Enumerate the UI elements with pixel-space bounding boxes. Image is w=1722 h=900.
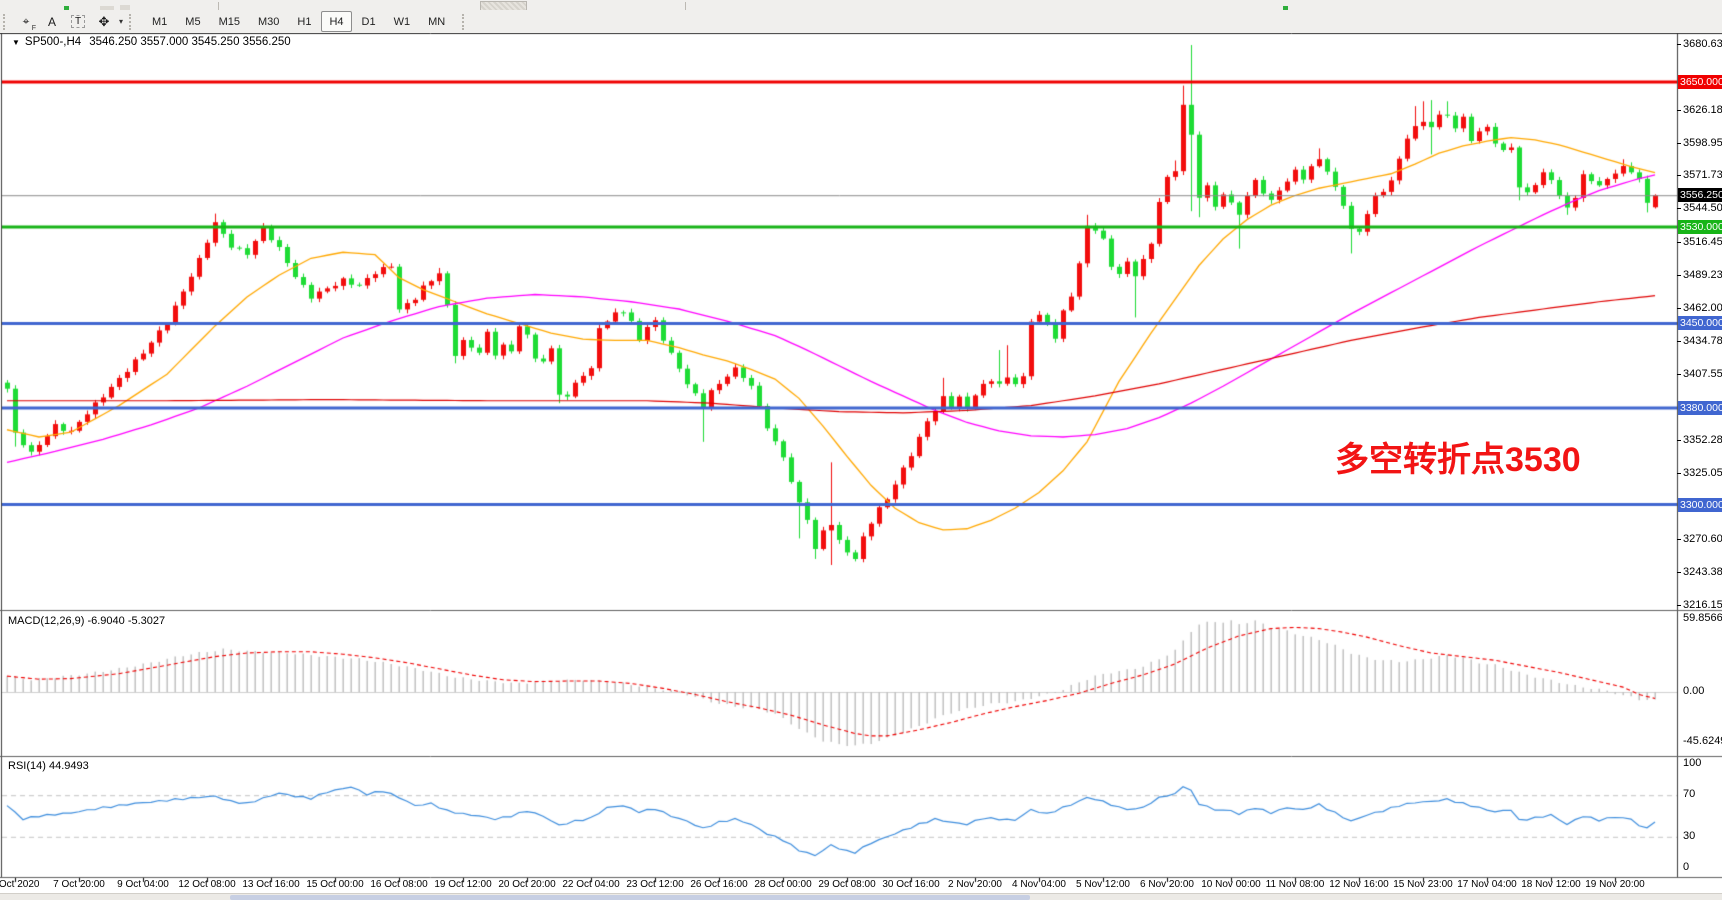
price-tick-label: 3571.730 xyxy=(1677,169,1722,181)
indicator-axis-label: 0 xyxy=(1683,861,1690,873)
time-axis-label: 29 Oct 08:00 xyxy=(818,879,876,890)
crosshair-icon[interactable]: ⌖ F xyxy=(14,11,38,32)
time-axis-label: 6 Oct 2020 xyxy=(0,879,40,890)
time-axis-label: 12 Nov 16:00 xyxy=(1329,879,1389,890)
toolbar-separator xyxy=(218,2,219,10)
time-axis-label: 28 Oct 00:00 xyxy=(754,879,812,890)
price-tick-label: 3462.005 xyxy=(1677,302,1722,314)
price-tick-label: 3680.630 xyxy=(1677,38,1722,50)
time-axis-label: 4 Nov 04:00 xyxy=(1012,879,1066,890)
time-axis-label: 2 Nov 20:00 xyxy=(948,879,1002,890)
time-axis-label: 16 Oct 08:00 xyxy=(370,879,428,890)
crosshair-icon: ⌖ xyxy=(22,14,30,28)
price-tick-label: 3270.605 xyxy=(1677,533,1722,545)
price-tick-label: 3243.380 xyxy=(1677,566,1722,578)
chart-canvas[interactable] xyxy=(0,33,1722,900)
drawing-tools-group: ⌖ F A T ✥ ▾ xyxy=(13,11,124,33)
price-tick-label: 3626.180 xyxy=(1677,104,1722,116)
time-axis-label: 18 Nov 12:00 xyxy=(1521,879,1581,890)
subscript-label: F xyxy=(31,25,36,32)
macd-indicator-label: MACD(12,26,9) -6.9040 -5.3027 xyxy=(8,615,166,627)
price-badge: 3380.000 xyxy=(1678,401,1722,415)
price-tick-label: 3598.955 xyxy=(1677,137,1722,149)
time-axis-label: 11 Nov 08:00 xyxy=(1265,879,1325,890)
timeframe-button-MN[interactable]: MN xyxy=(428,15,446,28)
timeframe-button-W1[interactable]: W1 xyxy=(393,15,411,28)
time-axis-label: 10 Nov 00:00 xyxy=(1201,879,1261,890)
time-axis-label: 17 Nov 04:00 xyxy=(1457,879,1517,890)
text-box-icon: T xyxy=(70,15,86,28)
time-axis-label: 26 Oct 16:00 xyxy=(690,879,748,890)
time-axis-label: 5 Nov 12:00 xyxy=(1076,879,1130,890)
time-axis-label: 23 Oct 12:00 xyxy=(626,879,684,890)
clipped-green-indicator xyxy=(64,6,69,10)
clipped-icon xyxy=(120,5,130,10)
indicator-axis-label: -45.6249 xyxy=(1683,735,1722,747)
time-axis-label: 22 Oct 04:00 xyxy=(562,879,620,890)
price-tick-label: 3352.280 xyxy=(1677,434,1722,446)
time-axis-label: 15 Oct 00:00 xyxy=(306,879,364,890)
timeframe-button-H1[interactable]: H1 xyxy=(297,15,312,28)
time-axis-label: 9 Oct 04:00 xyxy=(117,879,169,890)
timeframe-button-D1[interactable]: D1 xyxy=(361,15,376,28)
dropdown-caret-icon[interactable]: ▾ xyxy=(119,17,124,26)
price-badge: 3300.000 xyxy=(1678,497,1722,512)
price-tick-label: 3489.230 xyxy=(1677,269,1722,281)
price-tick-label: 3216.155 xyxy=(1677,599,1722,611)
text-label-icon: A xyxy=(47,14,56,29)
indicator-axis-label: 59.8566 xyxy=(1683,612,1722,624)
price-badge: 3450.000 xyxy=(1678,316,1722,331)
time-axis-label: 30 Oct 16:00 xyxy=(882,879,940,890)
price-badge: 3530.000 xyxy=(1678,219,1722,234)
clipped-green-indicator xyxy=(1283,6,1288,10)
clipped-pressed-button xyxy=(480,1,527,10)
price-tick-label: 3407.555 xyxy=(1677,368,1722,380)
time-axis-label: 12 Oct 08:00 xyxy=(178,879,236,890)
rsi-indicator-label: RSI(14) 44.9493 xyxy=(8,760,89,772)
time-axis-label: 19 Nov 20:00 xyxy=(1585,879,1645,890)
timeframe-button-M15[interactable]: M15 xyxy=(218,15,240,28)
time-axis-label: 19 Oct 12:00 xyxy=(434,879,492,890)
time-axis-label: 15 Nov 23:00 xyxy=(1393,879,1453,890)
toolbar-grip[interactable] xyxy=(3,13,10,30)
toolbar-grip[interactable] xyxy=(462,13,469,30)
annotation-text: 多空转折点3530 xyxy=(1335,441,1581,479)
price-badge: 3650.000 xyxy=(1678,74,1722,89)
symbol-period-label: SP500-,H4 xyxy=(24,36,82,48)
draw-objects-icon: ✥ xyxy=(98,13,110,29)
timeframe-button-H4[interactable]: H4 xyxy=(321,11,352,32)
timeframe-buttons-group: M1 M5 M15 M30 H1 H4 D1 W1 MN xyxy=(143,11,454,32)
chart-window: ▼ SP500-,H4 3546.250 3557.000 3545.250 3… xyxy=(0,33,1722,900)
indicator-axis-label: 100 xyxy=(1683,757,1702,769)
chart-title: ▼ SP500-,H4 3546.250 3557.000 3545.250 3… xyxy=(12,36,291,48)
scrollbar-thumb[interactable] xyxy=(230,895,1030,900)
price-badge: 3556.250 xyxy=(1678,188,1722,203)
price-tick-label: 3434.780 xyxy=(1677,335,1722,347)
price-tick-label: 3516.455 xyxy=(1677,236,1722,248)
ohlc-readout: 3546.250 3557.000 3545.250 3556.250 xyxy=(89,36,291,48)
time-axis-label: 20 Oct 20:00 xyxy=(498,879,556,890)
toolbar-grip[interactable] xyxy=(129,13,136,30)
draw-objects-icon[interactable]: ✥ xyxy=(92,11,116,32)
timeframe-button-M5[interactable]: M5 xyxy=(185,15,201,28)
symbol-dropdown-icon[interactable]: ▼ xyxy=(12,37,20,47)
time-axis-label: 7 Oct 20:00 xyxy=(53,879,105,890)
timeframe-button-M30[interactable]: M30 xyxy=(257,15,280,28)
time-axis-label: 6 Nov 20:00 xyxy=(1140,879,1194,890)
indicator-axis-label: 30 xyxy=(1683,830,1696,842)
clipped-icon xyxy=(100,6,114,10)
price-tick-label: 3325.055 xyxy=(1677,467,1722,479)
drawing-and-timeframe-toolbar: ⌖ F A T ✥ ▾ M1 M5 M15 M30 H1 H4 D1 W1 MN xyxy=(0,10,1722,34)
timeframe-button-M1[interactable]: M1 xyxy=(152,15,168,28)
price-tick-label: 3544.505 xyxy=(1677,202,1722,214)
indicator-axis-label: 70 xyxy=(1683,788,1696,800)
text-box-icon[interactable]: T xyxy=(66,11,90,32)
horizontal-scrollbar[interactable] xyxy=(0,893,1722,900)
text-label-icon[interactable]: A xyxy=(40,11,64,32)
time-axis-label: 13 Oct 16:00 xyxy=(242,879,300,890)
toolbar-separator xyxy=(685,2,686,10)
indicator-axis-label: 0.00 xyxy=(1683,685,1705,697)
